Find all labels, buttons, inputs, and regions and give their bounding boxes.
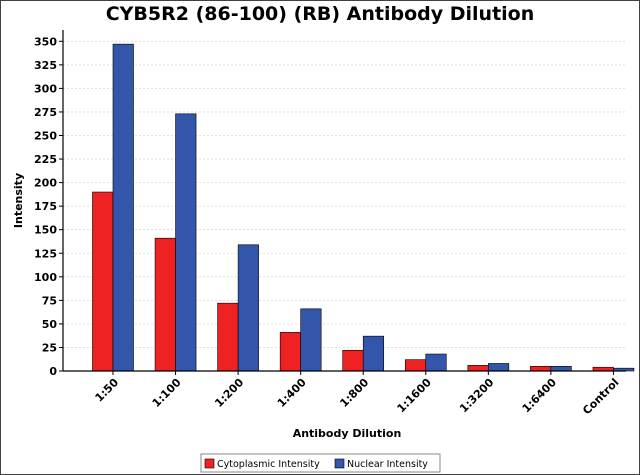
y-tick-label: 250 [34, 130, 57, 143]
y-tick-label: 75 [42, 294, 57, 307]
bar-nuclear-1 [175, 113, 197, 372]
bar-nuclear-3 [300, 308, 322, 372]
bar-cytoplasmic-1 [154, 237, 176, 372]
y-axis-ticks: 0 25 50 75 100 125 150 175 200 225 250 275 300 325 350 [34, 35, 63, 378]
y-tick-label: 25 [42, 341, 57, 354]
y-tick-label: 125 [34, 247, 57, 260]
legend: Cytoplasmic Intensity Nuclear Intensity [200, 453, 441, 473]
bar-nuclear-0 [112, 43, 134, 372]
y-tick-label: 350 [34, 35, 57, 48]
y-tick-label: 100 [34, 271, 57, 284]
chart-title: CYB5R2 (86-100) (RB) Antibody Dilution [106, 3, 535, 25]
bar-nuclear-7 [550, 365, 572, 372]
bar-cytoplasmic-7 [530, 365, 552, 372]
y-tick-label: 300 [34, 82, 57, 95]
y-axis-label: Intensity [12, 173, 25, 228]
bar-nuclear-6 [488, 363, 510, 372]
y-tick-label: 0 [49, 365, 57, 378]
y-tick-label: 200 [34, 177, 57, 190]
bar-cytoplasmic-4 [342, 349, 364, 372]
y-tick-label: 325 [34, 59, 57, 72]
bar-nuclear-2 [237, 244, 259, 372]
legend-swatch-nuclear [334, 458, 345, 469]
legend-swatch-cytoplasmic [204, 458, 215, 469]
y-tick-label: 225 [34, 153, 57, 166]
y-tick-label: 50 [42, 318, 58, 331]
x-axis-label: Antibody Dilution [293, 427, 402, 440]
axes [62, 30, 626, 372]
bar-nuclear-5 [425, 353, 447, 372]
bars [92, 43, 635, 372]
bar-cytoplasmic-3 [279, 332, 301, 372]
bar-cytoplasmic-2 [217, 302, 239, 372]
legend-box [200, 453, 441, 473]
gridlines [63, 40, 626, 348]
bar-cytoplasmic-0 [92, 191, 114, 372]
bar-cytoplasmic-5 [404, 359, 427, 372]
legend-label-cytoplasmic: Cytoplasmic Intensity [217, 459, 320, 470]
y-tick-label: 175 [34, 200, 57, 213]
y-tick-label: 275 [34, 106, 57, 119]
bar-nuclear-4 [362, 335, 385, 372]
y-tick-label: 150 [34, 224, 57, 237]
plot-area [63, 30, 626, 371]
legend-label-nuclear: Nuclear Intensity [347, 459, 428, 470]
bar-cytoplasmic-6 [467, 365, 489, 372]
